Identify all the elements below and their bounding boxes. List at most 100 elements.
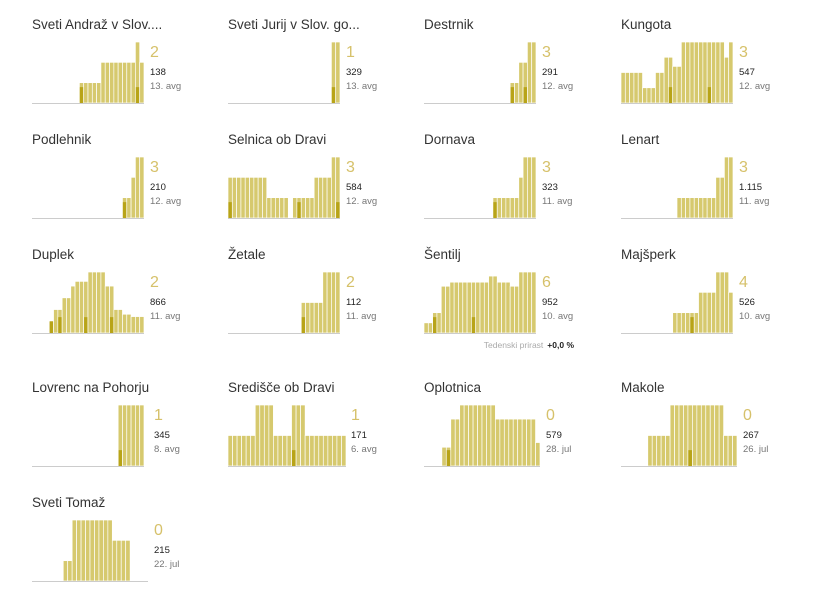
bar-chart — [32, 520, 148, 582]
chart-bar — [698, 42, 704, 104]
chart-bar — [135, 157, 141, 219]
bar-chart — [621, 272, 733, 334]
chart-bar — [479, 281, 485, 334]
chart-bar — [104, 61, 110, 104]
date-label: 11. avg — [346, 311, 377, 322]
chart-bar — [685, 197, 691, 219]
total-count: 291 — [542, 67, 558, 78]
total-count: 526 — [739, 297, 755, 308]
case-count: 3 — [150, 159, 159, 176]
chart-bar-new — [49, 321, 54, 333]
bar-chart — [424, 272, 536, 334]
chart-bar — [250, 435, 256, 467]
chart-bar — [711, 197, 717, 219]
total-count: 547 — [739, 67, 755, 78]
chart-bar — [488, 275, 494, 334]
chart-bar — [696, 405, 702, 467]
chart-bar — [692, 405, 698, 467]
chart-bar — [139, 405, 144, 467]
chart-bar — [714, 405, 720, 467]
card-title: Sveti Andraž v Slov.... — [32, 17, 163, 32]
card-title: Makole — [621, 380, 665, 395]
chart-bar — [518, 176, 524, 219]
date-label: 10. avg — [739, 311, 771, 322]
chart-bar — [527, 157, 533, 219]
chart-bar — [706, 291, 712, 334]
chart-bar-new — [84, 317, 88, 333]
bar-chart — [228, 42, 340, 104]
chart-bar — [702, 197, 708, 219]
total-count: 579 — [546, 430, 562, 441]
chart-bar — [672, 312, 678, 334]
chart-bar — [231, 176, 237, 219]
card-title: Selnica ob Dravi — [228, 132, 327, 147]
chart-bar — [318, 435, 324, 467]
chart-bar — [724, 157, 730, 219]
card-title: Destrnik — [424, 17, 474, 32]
chart-bar — [74, 281, 80, 334]
chart-bar — [275, 197, 281, 219]
chart-card: Lenart 3 1.115 11. avg — [621, 131, 811, 241]
chart-bar — [87, 272, 93, 334]
chart-bar — [71, 520, 77, 582]
chart-bar-new — [688, 450, 692, 466]
chart-bar — [724, 56, 730, 104]
chart-bar — [122, 61, 128, 104]
case-count: 2 — [150, 44, 159, 61]
chart-bar — [522, 157, 528, 219]
chart-bar-new — [109, 317, 114, 333]
chart-bar-new — [707, 87, 712, 103]
chart-bar — [663, 56, 669, 104]
chart-bar — [676, 66, 682, 104]
chart-bar — [53, 309, 59, 334]
card-title: Kungota — [621, 17, 672, 32]
bar-chart — [228, 157, 340, 219]
chart-bar — [130, 405, 136, 467]
card-title: Majšperk — [621, 247, 676, 262]
chart-bar — [676, 312, 682, 334]
date-label: 26. jul — [743, 444, 769, 455]
card-title: Žetale — [228, 247, 266, 262]
chart-bar-new — [291, 450, 296, 466]
chart-bar — [331, 272, 337, 334]
chart-bar — [125, 539, 131, 582]
chart-bar — [450, 418, 456, 467]
chart-bar — [273, 435, 279, 467]
chart-bar — [527, 42, 533, 104]
chart-bar — [463, 405, 469, 467]
chart-card: Destrnik 3 291 12. avg — [424, 16, 614, 126]
chart-bar-new — [79, 87, 84, 103]
card-title: Duplek — [32, 247, 75, 262]
chart-bar — [521, 418, 527, 467]
chart-bar — [732, 435, 737, 467]
chart-bar — [689, 42, 695, 104]
chart-bar — [508, 418, 514, 467]
chart-bar — [257, 176, 263, 219]
chart-bar — [76, 520, 82, 582]
chart-bar — [139, 316, 144, 334]
chart-bar — [283, 197, 289, 219]
chart-bar — [282, 435, 288, 467]
chart-bar — [718, 405, 724, 467]
bar-chart — [228, 405, 346, 467]
chart-card: Sveti Tomaž 0 215 22. jul — [32, 494, 222, 604]
case-count: 0 — [154, 522, 163, 539]
bar-chart — [424, 42, 536, 104]
date-label: 13. avg — [150, 81, 182, 92]
chart-bar-new — [523, 87, 527, 103]
chart-bar — [441, 446, 447, 467]
total-count: 866 — [150, 297, 166, 308]
chart-bar — [309, 435, 315, 467]
chart-bar — [462, 281, 468, 334]
chart-bar — [126, 197, 132, 219]
chart-bar — [468, 405, 474, 467]
chart-bar — [139, 157, 144, 219]
chart-bar — [705, 405, 711, 467]
chart-bar-new — [433, 317, 437, 333]
chart-bar — [79, 281, 85, 334]
chart-bar — [240, 176, 246, 219]
card-title: Sveti Jurij v Slov. go... — [228, 17, 360, 32]
chart-bar — [83, 82, 89, 104]
case-count: 1 — [154, 407, 163, 424]
chart-bar — [711, 42, 717, 104]
